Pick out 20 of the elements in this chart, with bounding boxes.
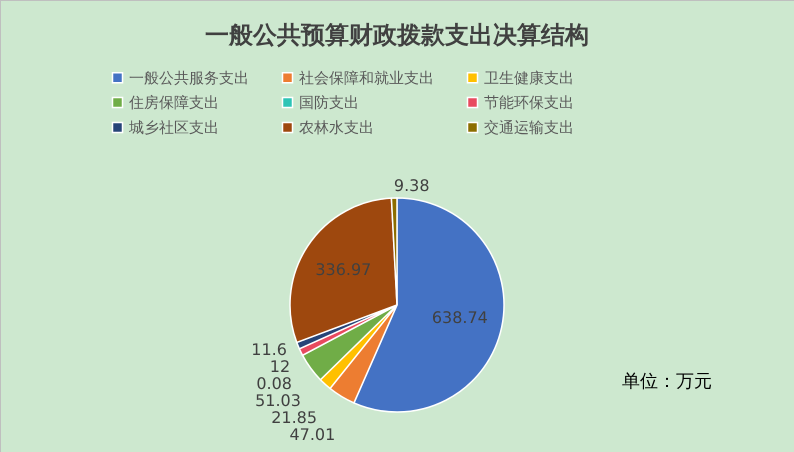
legend-label: 卫生健康支出 — [484, 68, 574, 87]
data-label: 336.97 — [315, 260, 372, 279]
text: 单位：万元 — [622, 371, 712, 392]
legend-label: 农林水支出 — [299, 118, 374, 136]
legend-label: 城乡社区支出 — [128, 118, 219, 136]
legend-label: 社会保障和就业支出 — [299, 68, 434, 87]
data-label: 21.85 — [271, 408, 318, 428]
legend-label: 一般公共服务支出 — [129, 68, 249, 87]
legend-label: 节能环保支出 — [484, 94, 574, 112]
data-label: 0.08 — [256, 374, 292, 394]
data-label: 12 — [270, 357, 290, 376]
data-label: 47.01 — [289, 425, 336, 444]
chart-title: 一般公共预算财政拨款支出决算结构 — [205, 21, 589, 49]
data-label: 51.03 — [255, 391, 301, 410]
data-label: 11.6 — [251, 340, 287, 360]
legend-label: 交通运输支出 — [484, 118, 574, 136]
legend-label: 国防支出 — [299, 94, 359, 112]
data-label: 9.38 — [394, 176, 430, 196]
legend-label: 住房保障支出 — [128, 94, 219, 112]
data-label: 638.74 — [432, 308, 488, 328]
